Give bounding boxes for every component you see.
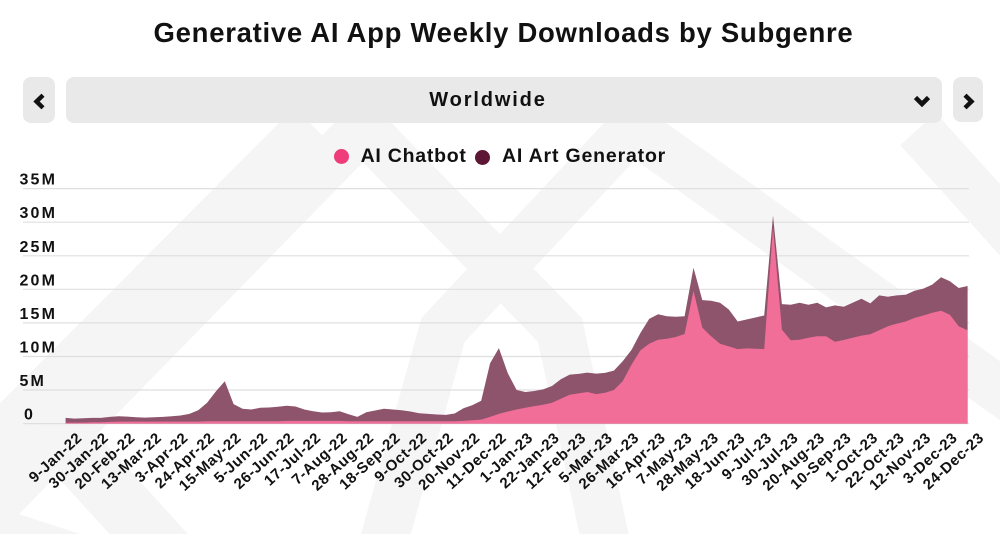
svg-text:25M: 25M [20,239,58,256]
svg-text:0: 0 [24,407,35,424]
svg-text:5M: 5M [20,373,47,390]
svg-text:10M: 10M [20,340,58,357]
svg-text:20M: 20M [20,272,58,289]
svg-text:35M: 35M [20,172,58,189]
svg-text:15M: 15M [20,306,58,323]
svg-text:30M: 30M [20,205,58,222]
